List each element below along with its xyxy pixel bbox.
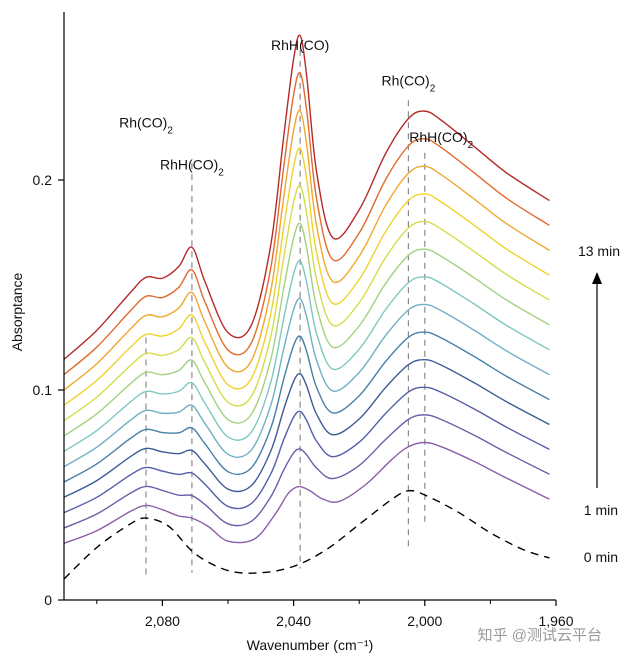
y-tick-label: 0.2 xyxy=(33,172,53,188)
peak-label: RhH(CO)2 xyxy=(160,157,224,179)
time-labels: 13 min 1 min 0 min xyxy=(578,243,620,565)
series-line-0-min xyxy=(63,489,550,580)
series-line-7-min xyxy=(63,260,550,452)
x-tick-label: 2,080 xyxy=(145,613,180,629)
watermark: 知乎 @测试云平台 xyxy=(478,627,602,644)
axes xyxy=(63,12,556,601)
peak-marker-lines xyxy=(145,49,426,579)
series-line-1-min xyxy=(63,441,550,544)
x-tick-label: 2,000 xyxy=(407,613,442,629)
peak-label: RhH(CO)2 xyxy=(409,129,473,151)
y-axis-title: Absorptance xyxy=(9,272,25,351)
series-line-11-min xyxy=(63,109,550,391)
series-line-3-min xyxy=(63,386,550,514)
time-arrow-head xyxy=(592,272,602,284)
peak-label: RhH(CO) xyxy=(271,37,329,53)
series-line-2-min xyxy=(63,414,550,529)
series-line-5-min xyxy=(63,331,550,483)
series-line-6-min xyxy=(63,297,550,468)
peak-label: Rh(CO)2 xyxy=(119,115,173,137)
x-tick-label: 1,960 xyxy=(538,613,573,629)
peak-label: Rh(CO)2 xyxy=(382,73,436,95)
series-line-10-min xyxy=(63,147,550,406)
peak-labels: Rh(CO)2 RhH(CO)2 RhH(CO) Rh(CO)2 RhH(CO)2 xyxy=(119,37,473,178)
series-line-8-min xyxy=(63,222,550,437)
series-layer xyxy=(63,34,550,580)
y-tick-label: 0.1 xyxy=(33,382,53,398)
y-ticks: 0 0.1 0.2 xyxy=(33,172,64,608)
time-label-start: 1 min xyxy=(584,502,618,518)
x-ticks: 2,080 2,040 2,000 1,960 xyxy=(96,600,574,629)
series-line-13-min xyxy=(63,34,550,360)
time-label-end: 13 min xyxy=(578,243,620,259)
y-tick-label: 0 xyxy=(44,592,52,608)
series-line-9-min xyxy=(63,184,550,422)
x-tick-label: 2,040 xyxy=(276,613,311,629)
time-label-reference: 0 min xyxy=(584,549,618,565)
series-line-4-min xyxy=(63,358,550,498)
x-axis-title: Wavenumber (cm⁻¹) xyxy=(247,637,374,653)
series-line-12-min xyxy=(63,72,550,376)
